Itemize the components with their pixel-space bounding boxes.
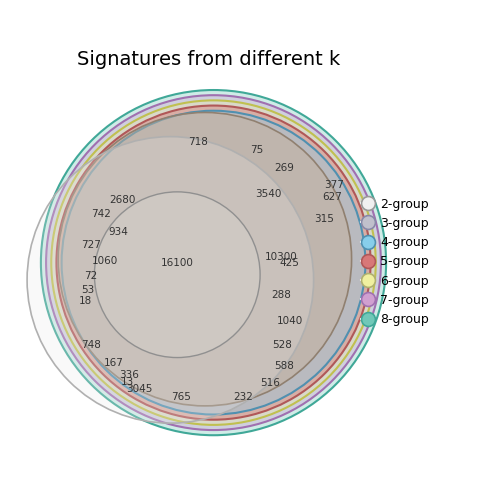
- Text: 53: 53: [81, 285, 94, 295]
- Text: 588: 588: [274, 361, 294, 371]
- Circle shape: [56, 105, 370, 420]
- Text: 18: 18: [79, 296, 92, 305]
- Text: 765: 765: [171, 392, 191, 402]
- Text: 425: 425: [280, 258, 299, 268]
- Text: 727: 727: [81, 240, 101, 250]
- Text: 3045: 3045: [126, 384, 153, 394]
- Text: 13: 13: [120, 376, 134, 387]
- Text: 748: 748: [81, 341, 101, 350]
- Text: 516: 516: [261, 379, 280, 389]
- Circle shape: [41, 90, 386, 435]
- Text: 16100: 16100: [161, 258, 194, 268]
- Text: 10300: 10300: [265, 253, 297, 263]
- Text: 72: 72: [84, 272, 98, 281]
- Text: 288: 288: [271, 290, 291, 300]
- Text: 336: 336: [119, 370, 139, 380]
- Text: 377: 377: [325, 180, 344, 190]
- Text: 2680: 2680: [109, 196, 135, 206]
- Text: 269: 269: [274, 163, 294, 173]
- Text: 3540: 3540: [256, 188, 282, 199]
- Circle shape: [46, 95, 381, 430]
- Text: 934: 934: [109, 227, 129, 236]
- Text: 315: 315: [314, 215, 334, 224]
- Text: 1060: 1060: [92, 256, 118, 266]
- Circle shape: [58, 112, 352, 406]
- Text: 1040: 1040: [276, 317, 302, 326]
- Text: 627: 627: [323, 192, 343, 202]
- Circle shape: [61, 111, 365, 414]
- Text: 75: 75: [250, 146, 263, 155]
- Legend: 2-group, 3-group, 4-group, 5-group, 6-group, 7-group, 8-group: 2-group, 3-group, 4-group, 5-group, 6-gr…: [361, 198, 429, 326]
- Circle shape: [94, 192, 260, 357]
- Text: 528: 528: [273, 341, 292, 350]
- Title: Signatures from different k: Signatures from different k: [77, 50, 340, 69]
- Text: 167: 167: [103, 358, 123, 368]
- Text: 232: 232: [233, 392, 253, 402]
- Circle shape: [27, 137, 313, 423]
- Circle shape: [51, 100, 376, 425]
- Text: 742: 742: [91, 209, 111, 219]
- Text: 718: 718: [188, 137, 208, 147]
